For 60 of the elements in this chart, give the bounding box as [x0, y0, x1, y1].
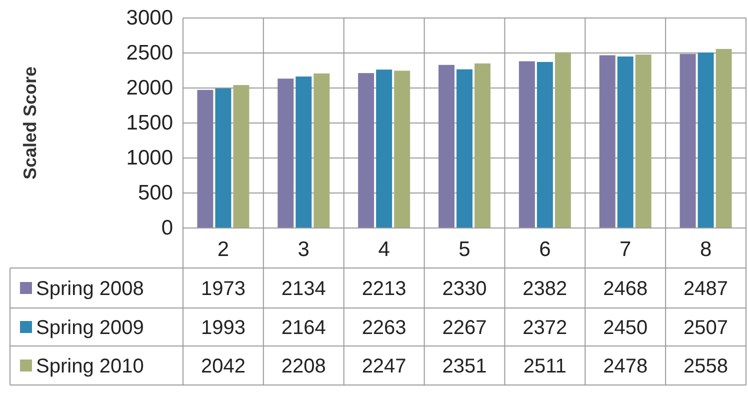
bar — [599, 55, 616, 228]
data-label: 2450 — [603, 317, 648, 339]
bar — [680, 54, 696, 228]
bar — [554, 52, 571, 228]
bar — [278, 78, 294, 228]
data-label: 2507 — [684, 317, 728, 339]
data-label: 2042 — [200, 356, 246, 378]
data-label: 2267 — [442, 317, 487, 339]
x-tick-label: 4 — [378, 238, 390, 261]
bar — [617, 56, 634, 228]
legend-label: Spring 2008 — [36, 278, 144, 300]
bar — [716, 48, 732, 228]
y-axis-title: Scaled Score — [20, 66, 40, 180]
bar — [518, 61, 535, 228]
data-label: 2372 — [522, 317, 568, 339]
data-label: 2558 — [684, 356, 728, 378]
data-label: 2134 — [281, 278, 326, 300]
bar — [536, 62, 553, 228]
data-label: 2382 — [522, 278, 568, 300]
x-tick-label: 7 — [620, 238, 632, 261]
bar — [394, 70, 410, 228]
legend-label: Spring 2009 — [36, 317, 144, 339]
x-tick-label: 5 — [458, 238, 470, 261]
bar — [376, 70, 392, 228]
y-tick-label: 1500 — [126, 112, 173, 135]
data-label: 2468 — [603, 278, 648, 300]
data-label: 2478 — [603, 356, 648, 378]
bar — [438, 64, 454, 228]
bar — [635, 54, 652, 228]
x-tick-label: 2 — [217, 238, 230, 261]
data-label: 2511 — [523, 356, 566, 378]
y-tick-label: 1000 — [126, 146, 173, 170]
y-tick-label: 500 — [138, 182, 173, 205]
bar — [296, 76, 312, 228]
y-tick-label: 3000 — [126, 6, 173, 30]
data-label: 1973 — [200, 278, 246, 300]
bar — [456, 69, 472, 228]
data-label: 2164 — [281, 317, 326, 339]
data-label: 2247 — [362, 356, 406, 378]
y-tick-label: 2500 — [126, 42, 173, 65]
bar — [197, 90, 214, 228]
data-label: 2487 — [684, 278, 728, 300]
bar — [314, 73, 330, 228]
data-label: 2330 — [442, 278, 487, 300]
bar — [233, 85, 250, 228]
data-label: 2263 — [362, 317, 406, 339]
x-tick-label: 6 — [539, 238, 551, 261]
y-tick-label: 0 — [161, 216, 173, 240]
y-tick-label: 2000 — [126, 76, 173, 100]
x-tick-label: 3 — [298, 238, 310, 261]
data-label: 2208 — [281, 356, 326, 378]
bar — [698, 52, 714, 228]
bar — [474, 63, 490, 228]
legend-label: Spring 2010 — [36, 356, 144, 378]
bar — [215, 88, 232, 228]
bar — [358, 73, 374, 228]
data-label: 2351 — [442, 356, 487, 378]
data-label: 1993 — [200, 317, 246, 339]
x-tick-label: 8 — [700, 238, 712, 261]
data-label: 2213 — [362, 278, 406, 300]
